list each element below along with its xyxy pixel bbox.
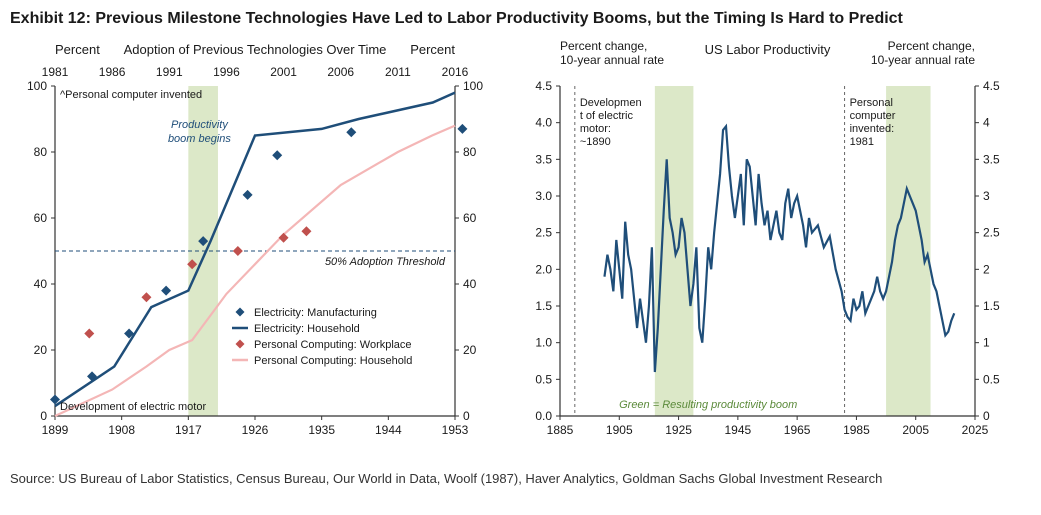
svg-text:invented:: invented: <box>850 123 895 135</box>
svg-text:0.5: 0.5 <box>983 372 1000 386</box>
svg-text:Electricity: Household: Electricity: Household <box>254 323 360 335</box>
svg-text:1945: 1945 <box>725 423 752 437</box>
svg-text:0: 0 <box>983 409 990 423</box>
svg-text:1885: 1885 <box>547 423 574 437</box>
svg-text:Personal Computing: Household: Personal Computing: Household <box>254 355 412 367</box>
svg-text:2005: 2005 <box>902 423 929 437</box>
svg-text:2025: 2025 <box>962 423 989 437</box>
left-chart: Percent Percent Adoption of Previous Techn… <box>10 36 500 461</box>
svg-text:2.0: 2.0 <box>535 262 552 276</box>
svg-text:10-year annual rate: 10-year annual rate <box>871 53 975 67</box>
svg-text:Percent change,: Percent change, <box>888 39 975 53</box>
svg-text:1.0: 1.0 <box>535 336 552 350</box>
svg-text:2001: 2001 <box>270 65 297 79</box>
svg-text:50% Adoption Threshold: 50% Adoption Threshold <box>325 256 446 268</box>
svg-text:1991: 1991 <box>156 65 183 79</box>
svg-text:1965: 1965 <box>784 423 811 437</box>
svg-text:4.5: 4.5 <box>535 79 552 93</box>
svg-text:computer: computer <box>850 110 896 122</box>
svg-text:1905: 1905 <box>606 423 633 437</box>
svg-text:3: 3 <box>983 189 990 203</box>
svg-text:20: 20 <box>463 343 477 357</box>
svg-text:0: 0 <box>40 409 47 423</box>
svg-text:20: 20 <box>34 343 48 357</box>
svg-text:Personal Computing: Workplace: Personal Computing: Workplace <box>254 339 412 351</box>
svg-text:Green = Resulting productivity: Green = Resulting productivity boom <box>619 399 797 411</box>
svg-text:100: 100 <box>27 79 47 93</box>
svg-text:Personal: Personal <box>850 97 893 109</box>
svg-text:Developmen: Developmen <box>580 97 642 109</box>
svg-text:80: 80 <box>463 145 477 159</box>
exhibit-title: Exhibit 12: Previous Milestone Technolog… <box>10 10 1031 28</box>
svg-text:1981: 1981 <box>850 136 874 148</box>
svg-text:1986: 1986 <box>99 65 126 79</box>
svg-text:40: 40 <box>34 277 48 291</box>
charts-row: Percent Percent Adoption of Previous Techn… <box>10 36 1031 461</box>
svg-text:2.5: 2.5 <box>983 226 1000 240</box>
source-line: Source: US Bureau of Labor Statistics, C… <box>10 471 1031 486</box>
svg-text:40: 40 <box>463 277 477 291</box>
svg-text:Percent: Percent <box>410 42 455 57</box>
svg-text:Percent change,: Percent change, <box>560 39 647 53</box>
svg-text:1935: 1935 <box>308 423 335 437</box>
svg-text:0: 0 <box>463 409 470 423</box>
svg-text:Electricity: Manufacturing: Electricity: Manufacturing <box>254 307 377 319</box>
svg-text:2006: 2006 <box>327 65 354 79</box>
svg-text:Productivity: Productivity <box>171 119 229 131</box>
svg-text:10-year annual rate: 10-year annual rate <box>560 53 664 67</box>
svg-text:80: 80 <box>34 145 48 159</box>
svg-text:60: 60 <box>463 211 477 225</box>
svg-text:1996: 1996 <box>213 65 240 79</box>
svg-text:t of electric: t of electric <box>580 110 634 122</box>
svg-text:3.5: 3.5 <box>983 152 1000 166</box>
svg-text:~1890: ~1890 <box>580 136 611 148</box>
svg-text:2: 2 <box>983 262 990 276</box>
svg-text:4: 4 <box>983 116 990 130</box>
svg-text:1: 1 <box>983 336 990 350</box>
svg-text:100: 100 <box>463 79 483 93</box>
svg-text:1.5: 1.5 <box>535 299 552 313</box>
svg-text:2016: 2016 <box>442 65 469 79</box>
svg-text:1985: 1985 <box>843 423 870 437</box>
svg-text:Development of electric motor: Development of electric motor <box>60 401 206 413</box>
svg-text:2011: 2011 <box>385 65 411 79</box>
svg-text:1899: 1899 <box>42 423 69 437</box>
svg-text:Adoption of Previous Technolog: Adoption of Previous Technologies Over T… <box>124 42 387 57</box>
svg-text:1944: 1944 <box>375 423 402 437</box>
svg-text:4.0: 4.0 <box>535 116 552 130</box>
right-chart: Percent change,10-year annual ratePercen… <box>520 36 1020 461</box>
svg-text:0.5: 0.5 <box>535 372 552 386</box>
svg-text:1925: 1925 <box>665 423 692 437</box>
svg-text:3.0: 3.0 <box>535 189 552 203</box>
svg-text:motor:: motor: <box>580 123 611 135</box>
svg-text:60: 60 <box>34 211 48 225</box>
svg-text:Percent: Percent <box>55 42 100 57</box>
svg-text:1953: 1953 <box>442 423 469 437</box>
svg-text:^Personal computer invented: ^Personal computer invented <box>60 89 202 101</box>
svg-text:2.5: 2.5 <box>535 226 552 240</box>
svg-text:1981: 1981 <box>42 65 69 79</box>
svg-text:1926: 1926 <box>242 423 269 437</box>
svg-text:1908: 1908 <box>108 423 135 437</box>
svg-text:0.0: 0.0 <box>535 409 552 423</box>
svg-text:US Labor Productivity: US Labor Productivity <box>705 42 831 57</box>
svg-text:1.5: 1.5 <box>983 299 1000 313</box>
svg-text:4.5: 4.5 <box>983 79 1000 93</box>
svg-text:3.5: 3.5 <box>535 152 552 166</box>
svg-text:boom begins: boom begins <box>168 133 231 145</box>
svg-text:1917: 1917 <box>175 423 202 437</box>
